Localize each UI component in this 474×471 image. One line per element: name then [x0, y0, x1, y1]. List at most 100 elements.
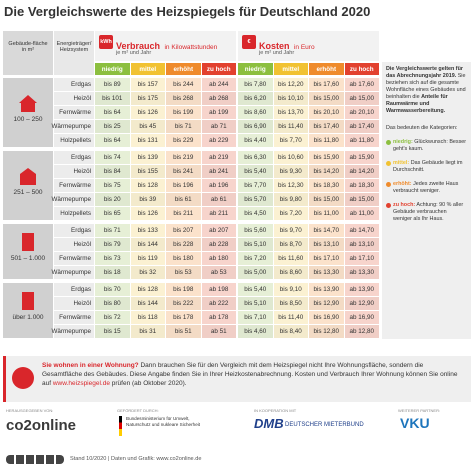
- cost-cell: bis 5,10: [238, 297, 273, 310]
- consumption-cell: bis 126: [130, 106, 165, 119]
- cost-sub: je m² und Jahr: [259, 50, 295, 56]
- energy-label: Erdgas: [54, 151, 94, 164]
- title: Die Vergleichswerte des Heizspiegels für…: [4, 4, 371, 19]
- energy-label: Wärmepumpe: [51, 266, 94, 279]
- cost-cell: bis 10,60: [273, 151, 308, 164]
- legend-item: erhöht: Jedes zweite Haus verbraucht wen…: [386, 181, 467, 195]
- consumption-cell: bis 39: [130, 193, 165, 206]
- cost-unit: in Euro: [293, 44, 315, 51]
- consumption-sub: je m² und Jahr: [116, 50, 152, 56]
- consumption-cell: ab 198: [201, 283, 236, 296]
- coop-short: DMB: [254, 416, 284, 431]
- legend-item: niedrig: Glückwunsch: Besser geht's kaum…: [386, 139, 467, 153]
- cost-header: € Kosten in Euro je m² und Jahr: [238, 31, 379, 61]
- consumption-cell: ab 228: [201, 238, 236, 251]
- energy-label: Fernwärme: [54, 106, 94, 119]
- cost-cell: bis 7,70: [238, 179, 273, 192]
- cost-cell: bis 15,00: [309, 193, 344, 206]
- legend-dot: [386, 161, 391, 167]
- consumption-cell: bis 175: [130, 92, 165, 105]
- cost-cell: ab 17,40: [344, 120, 379, 133]
- cost-cell: bis 6,90: [238, 120, 273, 133]
- coop-label: IN KOOPERATION MIT: [254, 408, 297, 413]
- cost-cell: bis 11,60: [273, 252, 308, 265]
- cost-cell: bis 6,20: [238, 92, 273, 105]
- area-cell: 100 – 250: [3, 78, 53, 147]
- consumption-cell: bis 196: [166, 179, 201, 192]
- cost-cell: bis 5,00: [238, 266, 273, 279]
- cost-cell: ab 14,20: [344, 165, 379, 178]
- cost-cell: bis 18,30: [309, 179, 344, 192]
- consumption-cell: bis 198: [166, 283, 201, 296]
- cost-heading: Kosten in Euro: [259, 36, 315, 54]
- consumption-cell: bis 155: [130, 165, 165, 178]
- cost-cell: bis 6,30: [238, 151, 273, 164]
- legend-dot: [386, 203, 391, 209]
- consumption-cell: ab 244: [201, 78, 236, 91]
- cost-cell: bis 14,70: [309, 224, 344, 237]
- cost-cell: bis 4,60: [238, 325, 273, 338]
- cost-cell: ab 13,90: [344, 283, 379, 296]
- funder: Bundesministerium für Umwelt, Naturschut…: [126, 416, 201, 427]
- energy-label: Heizöl: [54, 297, 94, 310]
- cost-cell: bis 9,80: [273, 193, 308, 206]
- consumption-cell: bis 25: [95, 120, 130, 133]
- cost-cell: ab 15,00: [344, 92, 379, 105]
- cost-cell: bis 8,50: [273, 297, 308, 310]
- consumption-cell: ab 199: [201, 106, 236, 119]
- consumption-cell: bis 32: [130, 266, 165, 279]
- legend-text: Das Gebäude liegt im Durchschnitt.: [393, 160, 463, 174]
- consumption-cell: bis 70: [95, 283, 130, 296]
- publisher: co2online: [6, 417, 77, 434]
- consumption-cell: bis 180: [166, 252, 201, 265]
- partner: VKU: [400, 415, 430, 431]
- cost-cell: bis 9,30: [273, 165, 308, 178]
- consumption-cell: bis 89: [95, 78, 130, 91]
- sidebar-intro-text: Die Vergleichswerte gelten für das Abrec…: [386, 66, 463, 80]
- cost-cell: bis 10,10: [273, 92, 308, 105]
- cost-cell: bis 12,90: [309, 297, 344, 310]
- cost-title: Kosten: [259, 41, 290, 51]
- category-header: zu hoch: [201, 63, 236, 75]
- energy-header: Energieträger/ Heizsystem: [54, 31, 94, 75]
- cost-cell: bis 13,10: [309, 238, 344, 251]
- consumption-cell: bis 71: [166, 120, 201, 133]
- partner-label: WEITERER PARTNER:: [398, 408, 441, 413]
- consumption-cell: bis 128: [130, 283, 165, 296]
- legend-text: Jedes zweite Haus verbraucht weniger.: [393, 181, 459, 195]
- consumption-cell: bis 228: [166, 238, 201, 251]
- consumption-unit: in Kilowattstunden: [164, 44, 218, 51]
- consumption-cell: bis 84: [95, 165, 130, 178]
- cost-cell: bis 17,60: [309, 78, 344, 91]
- consumption-cell: ab 207: [201, 224, 236, 237]
- legend-item: zu hoch: Achtung: 90 % aller Gebäude ver…: [386, 202, 467, 223]
- consumption-cell: bis 20: [95, 193, 130, 206]
- consumption-cell: bis 211: [166, 207, 201, 220]
- cost-cell: bis 5,60: [238, 224, 273, 237]
- energy-label: Wärmepumpe: [51, 193, 94, 206]
- consumption-cell: bis 144: [130, 297, 165, 310]
- cost-cell: bis 9,10: [273, 283, 308, 296]
- consumption-cell: bis 199: [166, 106, 201, 119]
- building-icon: [19, 94, 37, 112]
- legend-term: erhöht:: [393, 181, 412, 188]
- legend-term: zu hoch:: [393, 202, 416, 209]
- energy-label: Erdgas: [54, 283, 94, 296]
- notice-tail: prüfen (ab Oktober 2020).: [111, 380, 187, 388]
- cost-cell: bis 11,40: [273, 311, 308, 324]
- legend-dot: [386, 182, 391, 188]
- cost-cell: bis 5,40: [238, 283, 273, 296]
- cost-icon: €: [242, 35, 256, 49]
- flag: [119, 416, 122, 436]
- notice: Sie wohnen in einer Wohnung? Dann brauch…: [3, 356, 471, 402]
- consumption-cell: bis 133: [130, 224, 165, 237]
- category-header: mittel: [273, 63, 308, 75]
- cost-cell: bis 17,40: [309, 120, 344, 133]
- consumption-title: Verbrauch: [116, 41, 161, 51]
- cost-cell: bis 14,20: [309, 165, 344, 178]
- sidebar: Die Vergleichswerte gelten für das Abrec…: [382, 62, 471, 339]
- consumption-cell: bis 222: [166, 297, 201, 310]
- cost-cell: bis 8,70: [273, 238, 308, 251]
- consumption-cell: bis 244: [166, 78, 201, 91]
